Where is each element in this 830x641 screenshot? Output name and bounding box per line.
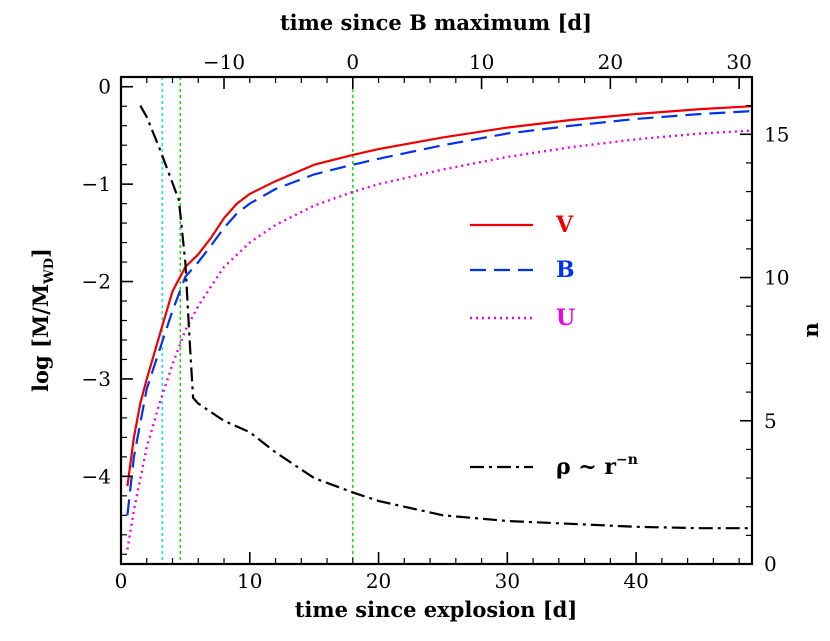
legend-label-v: V	[555, 212, 574, 238]
legend-label-rho: ρ ~ r−n	[556, 452, 638, 480]
y-tick-label: −3	[82, 367, 111, 391]
y2-tick-label: 10	[764, 266, 789, 290]
x-axis-title-bottom: time since explosion [d]	[295, 597, 578, 622]
y2-tick-label: 15	[764, 122, 789, 146]
x-tick-label: 30	[495, 569, 520, 593]
top-tick-label: 0	[346, 50, 359, 74]
series-line-rho	[139, 105, 752, 530]
legend-label-u: U	[556, 305, 575, 331]
legend: V B U ρ ~ r−n	[470, 212, 638, 480]
y-tick-label: −1	[82, 172, 111, 196]
y2-tick-label: 5	[764, 409, 777, 433]
vertical-lines	[161, 77, 354, 564]
y-axis-title-sub: WD	[42, 258, 57, 285]
y-tick-label: −2	[82, 270, 111, 294]
y-tick-label: 0	[98, 75, 111, 99]
x-tick-label: 20	[366, 569, 391, 593]
legend-label-b: B	[556, 257, 575, 283]
legend-rho-exp: −n	[616, 452, 638, 468]
y-axis-title-left: log [M/MWD]	[28, 248, 57, 392]
plot-frame	[119, 75, 754, 566]
series-lines	[126, 105, 753, 550]
x-tick-label: 10	[237, 569, 262, 593]
top-tick-label: 30	[726, 50, 751, 74]
top-tick-label: 10	[469, 50, 494, 74]
y-axis-title-close: ]	[28, 248, 53, 258]
series-line-v	[126, 105, 753, 487]
y-axis-title-right: n	[798, 322, 823, 337]
top-tick-label: 20	[598, 50, 623, 74]
y-tick-label: −4	[82, 464, 111, 488]
y2-tick-label: 0	[764, 552, 777, 576]
x-tick-label: 40	[623, 569, 648, 593]
top-tick-label: −10	[203, 50, 245, 74]
series-line-u	[126, 129, 753, 550]
x-axis-title-top: time since B maximum [d]	[280, 10, 592, 35]
legend-rho-base: ρ ~ r	[556, 454, 616, 480]
series-line-b	[126, 110, 753, 516]
x-tick-label: 0	[115, 569, 128, 593]
y-axis-title-main: log [M/M	[28, 284, 53, 392]
